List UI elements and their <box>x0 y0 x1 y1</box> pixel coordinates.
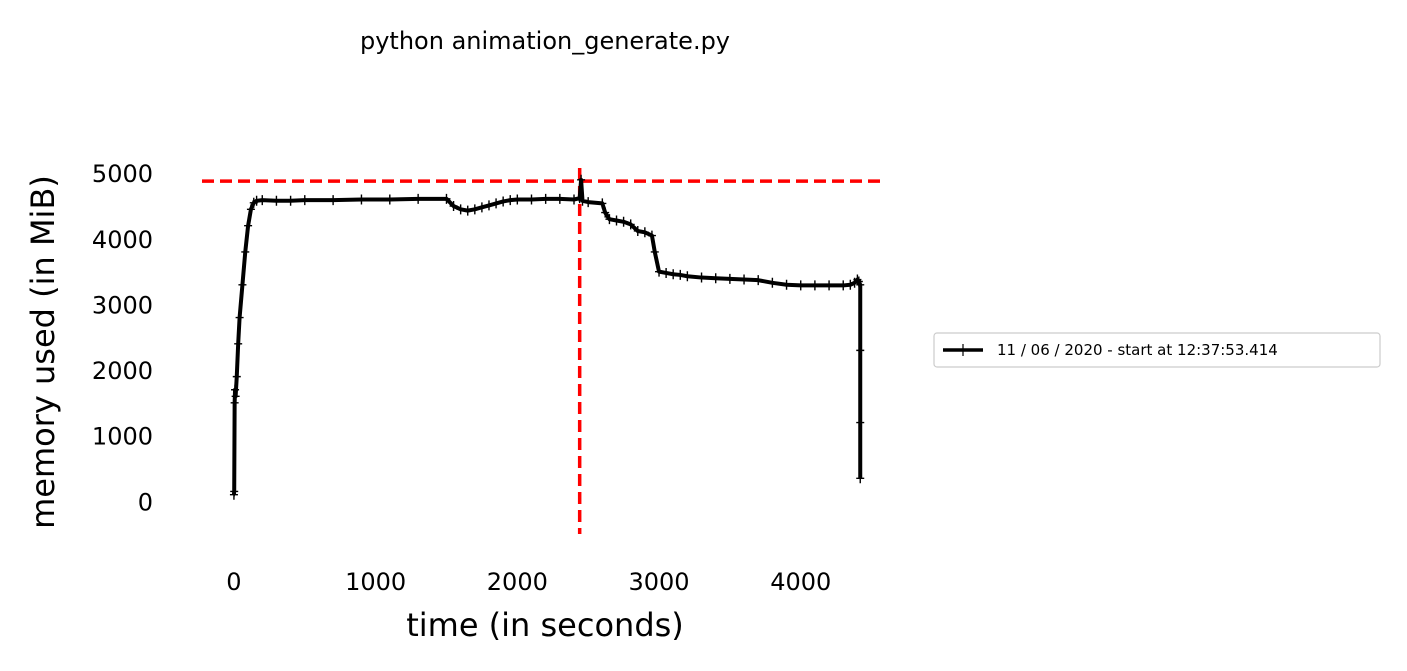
series-point-marker <box>484 200 493 211</box>
series-point-marker <box>235 312 244 323</box>
series-point-marker <box>499 196 508 207</box>
y-tick-label: 3000 <box>92 291 153 319</box>
series-point-marker <box>527 194 536 205</box>
series-point-marker <box>846 279 855 290</box>
series-point-marker <box>272 195 281 206</box>
x-tick-label: 4000 <box>770 568 831 596</box>
series-point-marker <box>856 473 865 484</box>
series-point-marker <box>300 195 309 206</box>
series-line <box>231 177 863 495</box>
series-point-marker <box>796 280 805 291</box>
series-point-marker <box>853 274 862 285</box>
series-point-marker <box>241 246 250 257</box>
series-point-marker <box>605 214 614 225</box>
chart-title: python animation_generate.py <box>360 27 730 55</box>
x-tick-label: 2000 <box>487 568 548 596</box>
y-axis-label: memory used (in MiB) <box>24 175 62 529</box>
series-point-marker <box>442 193 451 204</box>
series-point-marker <box>414 193 423 204</box>
series-point-marker <box>541 193 550 204</box>
series-point-marker <box>232 371 241 382</box>
series-point-marker <box>584 197 593 208</box>
series-point-marker <box>626 219 635 230</box>
series-point-marker <box>570 194 579 205</box>
series-point-marker <box>578 195 587 206</box>
series-point-marker <box>647 230 656 241</box>
series-point-marker <box>662 267 671 278</box>
series-point-marker <box>669 269 678 280</box>
series-point-marker <box>839 280 848 291</box>
series-point-marker <box>329 195 338 206</box>
series-point-marker <box>856 345 865 356</box>
series-point-marker <box>676 269 685 280</box>
series-point-marker <box>230 486 239 497</box>
series-point-marker <box>357 194 366 205</box>
series-point-marker <box>856 417 865 428</box>
series-point-marker <box>246 204 255 215</box>
series-point-marker <box>230 397 239 408</box>
y-tick-label: 4000 <box>92 226 153 254</box>
series-point-marker <box>555 193 564 204</box>
y-tick-label: 0 <box>138 488 153 516</box>
series-point-marker <box>768 277 777 288</box>
series-point-marker <box>244 220 253 231</box>
series-point-marker <box>385 194 394 205</box>
series-point-marker <box>683 271 692 282</box>
x-tick-label: 0 <box>226 568 241 596</box>
series-point-marker <box>697 272 706 283</box>
series-point-marker <box>577 174 586 185</box>
legend-marker-icon <box>959 344 967 356</box>
series-point-marker <box>825 280 834 291</box>
series-point-marker <box>612 215 621 226</box>
series-point-marker <box>231 391 240 402</box>
x-axis-ticks: 0 1000 2000 3000 4000 <box>226 568 831 596</box>
series-point-marker <box>856 279 865 290</box>
x-tick-label: 3000 <box>628 568 689 596</box>
series-point-marker <box>286 195 295 206</box>
plot-area <box>202 168 882 534</box>
series-point-marker <box>740 274 749 285</box>
series-point-marker <box>619 216 628 227</box>
series-point-marker <box>449 201 458 212</box>
y-tick-label: 2000 <box>92 357 153 385</box>
series-point-marker <box>810 280 819 291</box>
series-point-marker <box>456 204 465 215</box>
series-point-marker <box>258 195 267 206</box>
series-point-marker <box>601 207 610 218</box>
series-point-marker <box>782 279 791 290</box>
x-tick-label: 1000 <box>345 568 406 596</box>
y-tick-label: 5000 <box>92 160 153 188</box>
series-point-marker <box>234 338 243 349</box>
y-tick-label: 1000 <box>92 423 153 451</box>
series-point-marker <box>650 246 659 257</box>
series-point-marker <box>513 194 522 205</box>
series-point-marker <box>725 273 734 284</box>
x-axis-label: time (in seconds) <box>406 606 684 644</box>
series-point-marker <box>598 198 607 209</box>
series-point-marker <box>754 275 763 286</box>
series-point-marker <box>470 204 479 215</box>
series-point-marker <box>655 266 664 277</box>
series-point-marker <box>463 205 472 216</box>
legend-box <box>933 332 1381 368</box>
series-point-marker <box>477 202 486 213</box>
series-point-marker <box>492 198 501 209</box>
series-point-marker <box>238 279 247 290</box>
series-point-marker <box>506 195 515 206</box>
series-point-marker <box>711 273 720 284</box>
y-axis-ticks: 0 1000 2000 3000 4000 5000 <box>92 160 153 516</box>
series-point-marker <box>633 225 642 236</box>
series-point-marker <box>640 227 649 238</box>
legend[interactable]: 11 / 06 / 2020 - start at 12:37:53.414 <box>933 332 1381 368</box>
legend-entry-label: 11 / 06 / 2020 - start at 12:37:53.414 <box>997 341 1278 359</box>
